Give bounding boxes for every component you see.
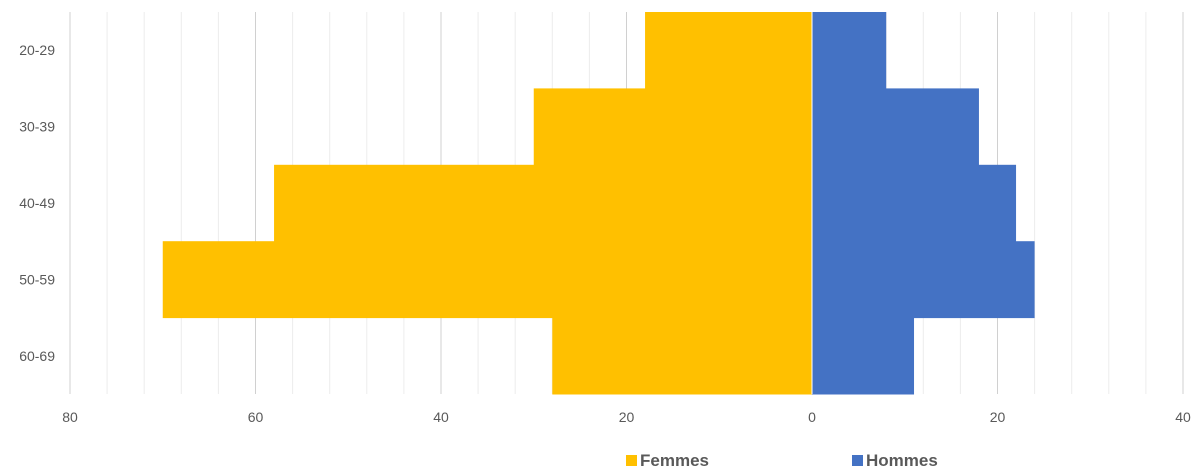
legend: Femmes Hommes <box>626 451 938 470</box>
bar-femmes-50-59 <box>162 241 812 319</box>
y-tick-label: 30-39 <box>19 119 55 135</box>
y-tick-label: 50-59 <box>19 271 55 287</box>
legend-label-hommes: Hommes <box>866 451 938 470</box>
legend-label-femmes: Femmes <box>640 451 709 470</box>
x-tick-label: 60 <box>248 409 264 425</box>
bar-femmes-20-29 <box>645 12 812 89</box>
x-tick-label: 40 <box>1175 409 1191 425</box>
legend-swatch-femmes <box>626 455 637 466</box>
y-tick-label: 40-49 <box>19 195 55 211</box>
bar-hommes-40-49 <box>812 164 1017 242</box>
x-tick-label: 40 <box>433 409 449 425</box>
x-tick-label: 20 <box>619 409 635 425</box>
bars <box>162 12 1035 395</box>
bar-hommes-30-39 <box>812 88 979 166</box>
bar-hommes-20-29 <box>812 12 887 89</box>
bar-hommes-60-69 <box>812 317 915 395</box>
y-axis-tick-labels: 20-29 30-39 40-49 50-59 60-69 <box>19 42 55 364</box>
x-axis-tick-labels: 80 60 40 20 0 20 40 <box>62 409 1191 425</box>
y-tick-label: 20-29 <box>19 42 55 58</box>
bar-femmes-60-69 <box>552 317 812 395</box>
bar-hommes-50-59 <box>812 241 1035 319</box>
legend-swatch-hommes <box>852 455 863 466</box>
y-tick-label: 60-69 <box>19 348 55 364</box>
bar-femmes-30-39 <box>533 88 812 166</box>
x-tick-label: 20 <box>990 409 1006 425</box>
x-tick-label: 0 <box>808 409 816 425</box>
bar-femmes-40-49 <box>274 164 812 242</box>
x-tick-label: 80 <box>62 409 78 425</box>
